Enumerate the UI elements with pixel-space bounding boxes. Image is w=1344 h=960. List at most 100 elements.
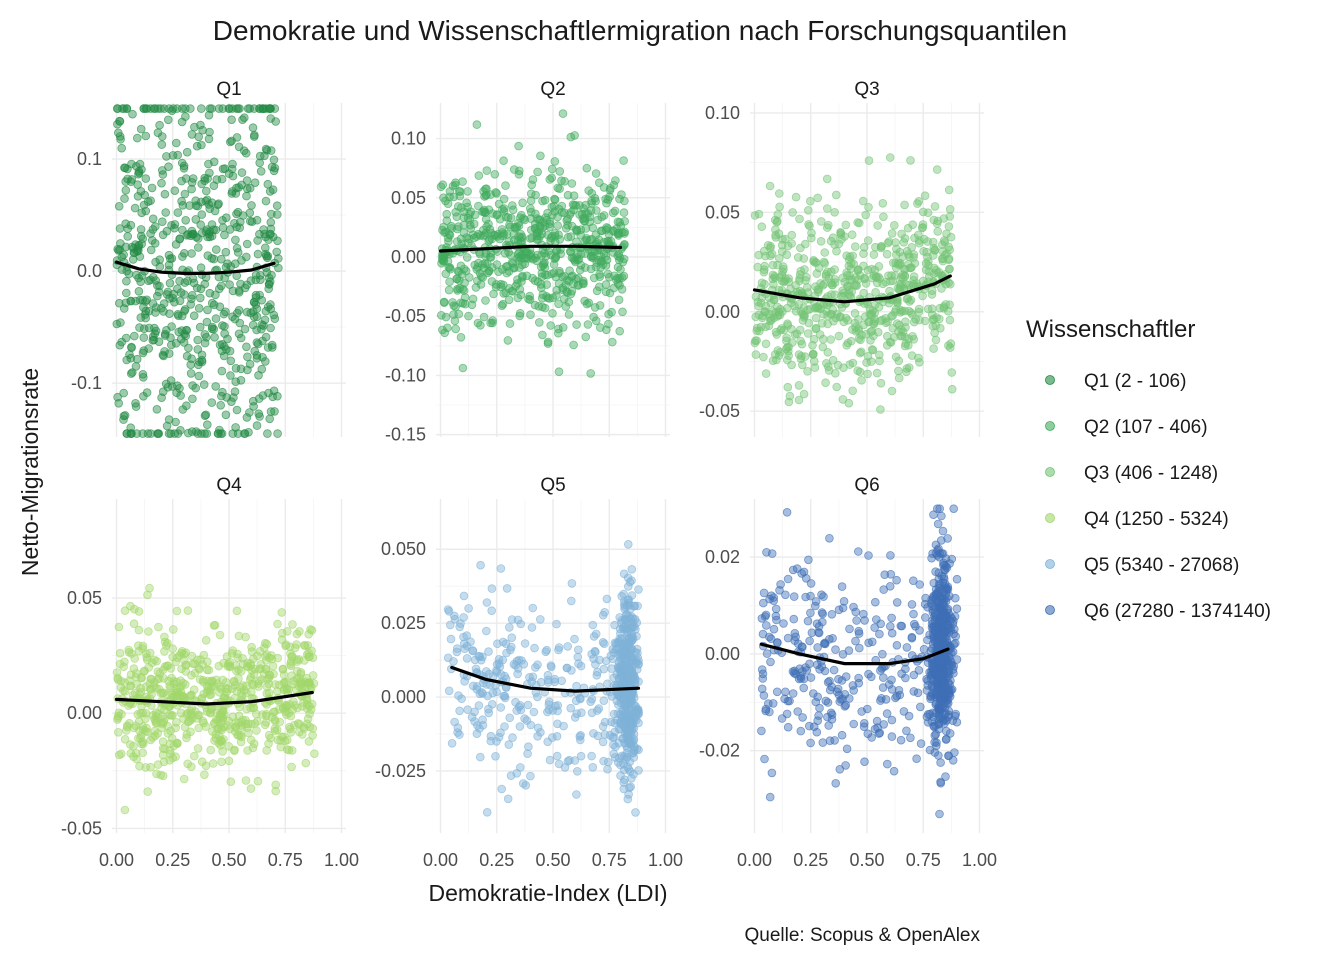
- scatter-point: [897, 669, 906, 678]
- scatter-point: [175, 276, 184, 286]
- scatter-point: [472, 684, 482, 694]
- scatter-point: [533, 692, 542, 702]
- scatter-point: [791, 281, 800, 290]
- scatter-point: [624, 648, 634, 657]
- scatter-point: [774, 189, 784, 198]
- scatter-point: [914, 315, 924, 325]
- scatter-point: [227, 648, 237, 658]
- scatter-point: [460, 644, 470, 653]
- scatter-point: [853, 266, 862, 275]
- scatter-point: [617, 190, 626, 199]
- scatter-point: [869, 250, 879, 259]
- scatter-point: [508, 733, 517, 742]
- scatter-point: [904, 306, 914, 316]
- scatter-point: [590, 194, 600, 203]
- scatter-point: [233, 248, 243, 257]
- scatter-point: [831, 190, 841, 200]
- scatter-point: [810, 363, 820, 372]
- scatter-point: [595, 655, 604, 665]
- scatter-point: [552, 731, 562, 741]
- scatter-point: [212, 245, 221, 254]
- scatter-point: [482, 166, 492, 175]
- scatter-point: [559, 721, 568, 731]
- scatter-point: [157, 303, 166, 313]
- scatter-point: [792, 329, 802, 339]
- scatter-point: [527, 180, 536, 190]
- scatter-point: [887, 732, 897, 741]
- scatter-point: [603, 195, 613, 204]
- scatter-point: [254, 409, 264, 419]
- scatter-point: [171, 417, 180, 427]
- scatter-point: [945, 245, 954, 255]
- scatter-point: [252, 338, 262, 347]
- scatter-point: [920, 613, 930, 622]
- scatter-point: [502, 230, 512, 239]
- scatter-point: [788, 208, 797, 217]
- scatter-point: [148, 225, 158, 234]
- scatter-point: [209, 324, 219, 334]
- scatter-point: [886, 569, 896, 579]
- scatter-point: [517, 277, 526, 286]
- scatter-point: [215, 302, 225, 312]
- scatter-point: [155, 255, 165, 265]
- scatter-point: [505, 319, 515, 328]
- scatter-point: [594, 704, 604, 713]
- scatter-point: [935, 809, 944, 819]
- scatter-point: [515, 700, 525, 710]
- scatter-point: [147, 183, 157, 193]
- scatter-point: [136, 313, 146, 322]
- scatter-point: [894, 373, 904, 383]
- facet-strip-label: Q5: [540, 475, 565, 496]
- scatter-point: [155, 120, 164, 130]
- scatter-point: [252, 304, 262, 314]
- scatter-point: [576, 730, 585, 740]
- scatter-point: [809, 257, 819, 266]
- scatter-point: [207, 398, 217, 407]
- scatter-point: [261, 249, 271, 259]
- scatter-point: [504, 740, 514, 749]
- scatter-point: [131, 240, 140, 249]
- scatter-point: [856, 347, 866, 357]
- scatter-point: [230, 314, 240, 324]
- scatter-point: [215, 731, 224, 741]
- panel-q6: 0.00 0.25 0.50 0.75 1.00 -0.02 0.00 0.02 Q6: [699, 475, 997, 870]
- scatter-point: [451, 324, 461, 334]
- scatter-point: [205, 288, 215, 298]
- scatter-point: [751, 350, 761, 359]
- scatter-point: [862, 358, 871, 367]
- scatter-point: [866, 672, 876, 682]
- scatter-point: [445, 263, 455, 272]
- scatter-point: [758, 311, 767, 321]
- scatter-point: [830, 208, 839, 217]
- scatter-point: [937, 611, 947, 620]
- scatter-point: [844, 398, 854, 408]
- scatter-point: [450, 316, 460, 326]
- scatter-point: [896, 735, 906, 745]
- x-tick-label: 0.75: [268, 850, 303, 870]
- scatter-point: [624, 735, 634, 745]
- scatter-point: [908, 331, 917, 341]
- scatter-point: [896, 621, 906, 631]
- scatter-points-q4: [112, 583, 319, 815]
- scatter-point: [186, 369, 196, 378]
- y-tick-label: 0.050: [381, 539, 426, 559]
- scatter-point: [470, 717, 479, 726]
- scatter-point: [535, 615, 545, 624]
- scatter-point: [601, 280, 611, 289]
- scatter-point: [474, 171, 484, 180]
- scatter-point: [599, 756, 608, 766]
- scatter-point: [120, 805, 130, 815]
- scatter-point: [141, 297, 150, 306]
- scatter-point: [769, 624, 779, 634]
- scatter-point: [869, 271, 879, 280]
- scatter-point: [172, 388, 181, 398]
- scatter-point: [591, 196, 600, 206]
- scatter-point: [803, 616, 813, 626]
- scatter-point: [593, 215, 602, 225]
- scatter-point: [122, 355, 131, 365]
- scatter-point: [242, 191, 251, 201]
- scatter-point: [586, 697, 595, 706]
- scatter-point: [454, 222, 463, 231]
- scatter-point: [757, 614, 767, 623]
